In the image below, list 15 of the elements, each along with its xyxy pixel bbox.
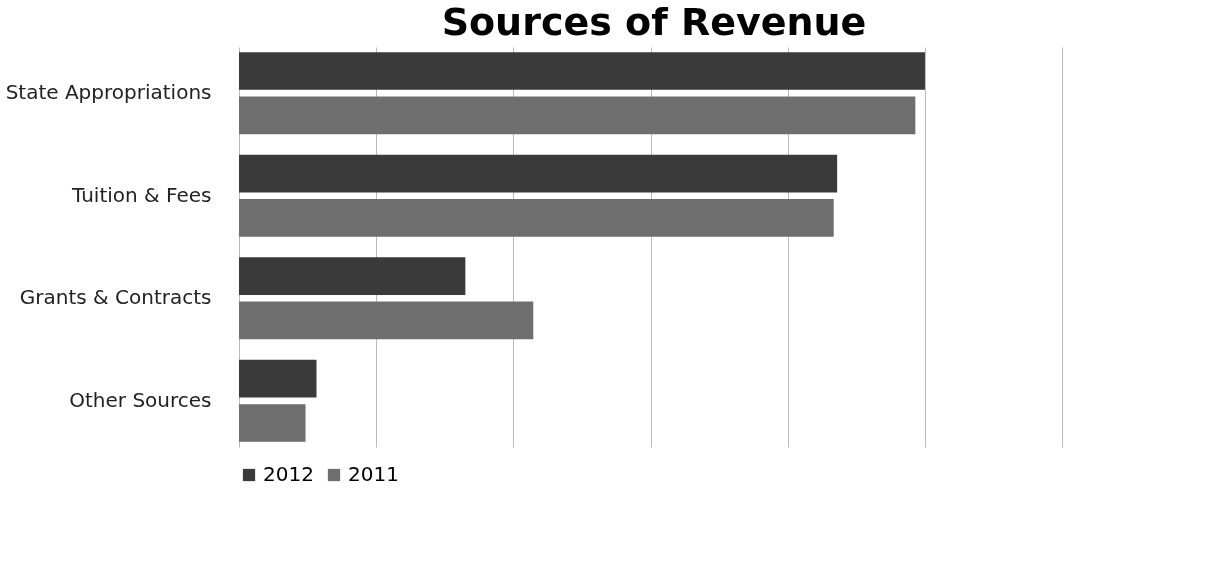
legend-label: 2012 <box>263 462 314 486</box>
bar <box>239 96 916 135</box>
y-tick-label: State Appropriations <box>5 80 212 105</box>
bar <box>239 301 534 340</box>
chart-title: Sources of Revenue <box>441 0 867 44</box>
bar <box>239 52 925 90</box>
bar <box>239 257 466 295</box>
bar <box>239 404 306 442</box>
y-tick-label: Tuition & Fees <box>71 182 212 207</box>
bar <box>239 359 317 398</box>
y-tick-label: Other Sources <box>69 387 212 412</box>
legend-label: 2011 <box>348 462 399 486</box>
y-tick-label: Grants & Contracts <box>19 285 212 310</box>
bar <box>239 199 834 237</box>
bar <box>239 154 838 193</box>
